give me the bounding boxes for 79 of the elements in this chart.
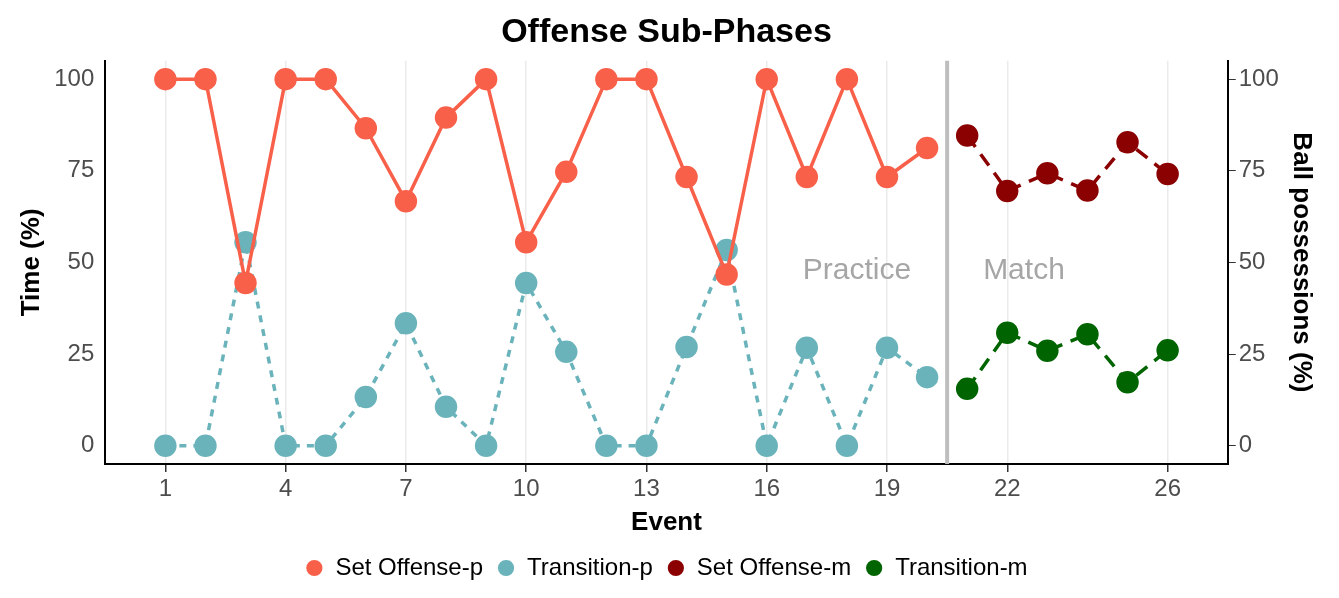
point xyxy=(154,434,177,457)
legend-label: Transition-m xyxy=(895,552,1028,580)
point xyxy=(354,385,378,409)
x-tick-label: 10 xyxy=(512,474,540,502)
point xyxy=(314,434,337,457)
point xyxy=(154,67,177,91)
point xyxy=(1156,162,1179,186)
point xyxy=(1076,322,1099,346)
y-tick-label: 100 xyxy=(54,63,95,91)
annotation: Match xyxy=(983,251,1065,285)
point xyxy=(595,434,618,457)
point xyxy=(996,321,1019,345)
x-tick-label: 26 xyxy=(1154,474,1181,502)
point xyxy=(274,434,297,457)
point xyxy=(1036,162,1059,185)
x-tick-label: 16 xyxy=(753,474,781,502)
point xyxy=(1116,130,1139,154)
point xyxy=(555,160,578,184)
point xyxy=(514,271,538,295)
point xyxy=(314,67,337,91)
point xyxy=(514,230,538,254)
point xyxy=(354,116,378,140)
point xyxy=(595,67,618,91)
point xyxy=(875,165,899,189)
point xyxy=(915,136,939,160)
y-tick-label: 50 xyxy=(67,247,95,275)
point xyxy=(635,67,658,91)
x-tick-label: 19 xyxy=(873,474,901,502)
point xyxy=(635,434,658,457)
y2-axis-title: Ball possessions (%) xyxy=(1288,132,1319,393)
point xyxy=(394,312,418,335)
point xyxy=(474,67,498,91)
point xyxy=(1116,371,1139,394)
y2-tick-label: 75 xyxy=(1238,155,1266,183)
x-tick-label: 7 xyxy=(399,474,413,502)
point xyxy=(1156,339,1179,362)
point xyxy=(675,165,698,189)
point xyxy=(955,124,979,147)
point xyxy=(474,434,498,457)
legend-label: Set Offense-p xyxy=(335,552,484,580)
point xyxy=(755,434,778,457)
point xyxy=(1076,179,1099,202)
point xyxy=(715,263,738,286)
y2-tick-label: 50 xyxy=(1238,247,1266,275)
y-tick-label: 25 xyxy=(67,338,95,366)
chart-title: Offense Sub-Phases xyxy=(501,10,832,49)
y2-tick-label: 100 xyxy=(1238,63,1279,91)
x-tick-label: 13 xyxy=(633,474,660,502)
point xyxy=(434,106,458,129)
x-tick-label: 4 xyxy=(278,474,293,502)
point xyxy=(675,335,698,359)
x-tick-label: 22 xyxy=(993,474,1021,502)
point xyxy=(875,336,899,360)
point xyxy=(234,271,257,295)
point xyxy=(394,189,418,213)
y-tick-label: 75 xyxy=(67,155,95,183)
point xyxy=(1036,339,1059,362)
y2-tick-label: 0 xyxy=(1238,430,1253,458)
point xyxy=(755,67,778,91)
point xyxy=(955,377,979,401)
point xyxy=(835,67,859,91)
point xyxy=(835,434,859,457)
point xyxy=(274,67,297,91)
point xyxy=(996,179,1019,203)
y2-tick-label: 25 xyxy=(1238,338,1266,366)
point xyxy=(434,395,458,419)
legend-label: Transition-p xyxy=(527,552,653,580)
point xyxy=(915,365,939,389)
legend-label: Set Offense-m xyxy=(696,552,852,580)
point xyxy=(555,340,578,364)
annotation: Practice xyxy=(802,251,912,285)
y-axis-title: Time (%) xyxy=(14,208,45,317)
x-axis-title: Event xyxy=(631,505,703,536)
x-tick-label: 1 xyxy=(158,474,173,502)
y-tick-label: 0 xyxy=(80,430,95,458)
point xyxy=(194,67,217,91)
point xyxy=(795,165,819,189)
point xyxy=(194,434,217,457)
point xyxy=(795,336,819,360)
